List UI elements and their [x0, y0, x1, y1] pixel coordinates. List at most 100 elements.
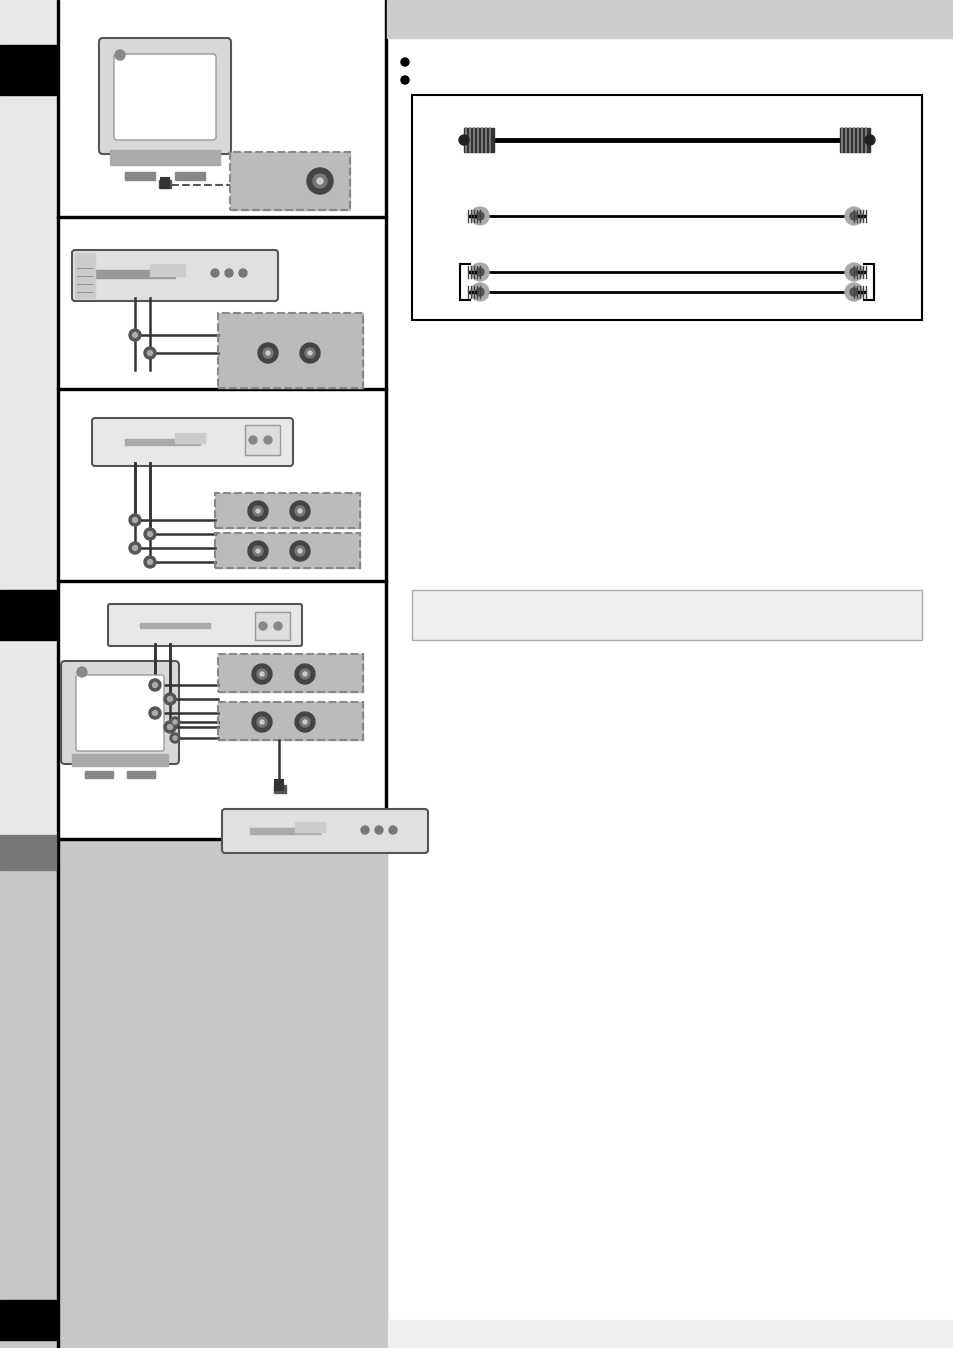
Circle shape	[476, 288, 483, 297]
Bar	[230, 152, 350, 210]
Circle shape	[77, 667, 87, 677]
Circle shape	[248, 501, 268, 520]
Circle shape	[149, 679, 161, 692]
Bar	[0, 0, 57, 1348]
Bar	[85, 771, 112, 778]
Circle shape	[476, 212, 483, 220]
Bar	[385, 0, 387, 840]
Circle shape	[299, 669, 310, 679]
Circle shape	[294, 712, 314, 732]
Circle shape	[129, 542, 141, 554]
Circle shape	[260, 720, 264, 724]
Circle shape	[148, 559, 152, 565]
FancyBboxPatch shape	[76, 675, 164, 751]
Bar	[0, 834, 56, 869]
Bar	[463, 128, 494, 152]
Bar	[110, 150, 220, 164]
Circle shape	[144, 346, 156, 359]
Circle shape	[471, 263, 489, 280]
Circle shape	[849, 212, 857, 220]
Circle shape	[458, 135, 469, 146]
Circle shape	[172, 736, 177, 740]
Circle shape	[248, 541, 268, 561]
Circle shape	[360, 826, 369, 834]
Bar	[95, 270, 174, 278]
Circle shape	[274, 621, 282, 630]
Circle shape	[132, 518, 137, 523]
Bar	[57, 840, 387, 1348]
Circle shape	[260, 673, 264, 675]
Circle shape	[164, 721, 175, 733]
Circle shape	[129, 514, 141, 526]
Bar	[245, 425, 280, 456]
Bar	[274, 785, 286, 793]
Circle shape	[297, 510, 302, 514]
FancyBboxPatch shape	[91, 418, 293, 466]
Circle shape	[294, 506, 305, 516]
Circle shape	[400, 75, 409, 84]
Circle shape	[129, 329, 141, 341]
Circle shape	[152, 710, 157, 716]
Bar	[387, 0, 953, 38]
Bar	[0, 840, 387, 1348]
Bar	[0, 1299, 56, 1340]
Bar	[218, 313, 363, 388]
Circle shape	[375, 826, 382, 834]
Bar	[174, 433, 205, 443]
Bar	[125, 173, 154, 181]
FancyBboxPatch shape	[99, 38, 231, 154]
Circle shape	[308, 350, 312, 355]
Circle shape	[172, 720, 177, 724]
Bar	[250, 828, 319, 834]
Circle shape	[316, 178, 323, 183]
Bar	[412, 590, 921, 640]
Circle shape	[389, 826, 396, 834]
FancyBboxPatch shape	[113, 54, 215, 140]
Circle shape	[849, 268, 857, 276]
Circle shape	[263, 348, 273, 359]
Bar	[57, 216, 387, 218]
Bar	[254, 612, 290, 640]
Circle shape	[256, 717, 267, 727]
Bar	[294, 822, 325, 832]
Circle shape	[225, 270, 233, 276]
Circle shape	[844, 208, 862, 225]
Circle shape	[844, 283, 862, 301]
Bar	[230, 152, 350, 210]
FancyBboxPatch shape	[108, 604, 302, 646]
Circle shape	[148, 350, 152, 356]
Bar	[214, 532, 359, 568]
Circle shape	[168, 724, 172, 729]
Circle shape	[144, 528, 156, 541]
Circle shape	[152, 682, 157, 687]
Circle shape	[844, 263, 862, 280]
Circle shape	[849, 288, 857, 297]
Circle shape	[303, 720, 307, 724]
Circle shape	[299, 342, 319, 363]
Bar	[218, 313, 363, 388]
Circle shape	[290, 501, 310, 520]
Circle shape	[252, 712, 272, 732]
Circle shape	[239, 270, 247, 276]
Circle shape	[132, 333, 137, 337]
Circle shape	[294, 665, 314, 683]
Circle shape	[864, 135, 874, 146]
Circle shape	[471, 283, 489, 301]
Circle shape	[297, 549, 302, 553]
Circle shape	[148, 531, 152, 537]
Bar	[218, 702, 363, 740]
Bar	[412, 94, 921, 319]
Circle shape	[476, 268, 483, 276]
Circle shape	[253, 506, 263, 516]
Bar	[840, 128, 869, 152]
Circle shape	[299, 717, 310, 727]
Circle shape	[144, 555, 156, 568]
Circle shape	[170, 733, 180, 743]
Bar	[159, 181, 171, 187]
Circle shape	[115, 50, 125, 61]
Bar	[0, 44, 56, 94]
Bar	[57, 580, 387, 582]
Bar	[75, 253, 95, 298]
Circle shape	[132, 546, 137, 550]
Bar	[150, 264, 185, 276]
